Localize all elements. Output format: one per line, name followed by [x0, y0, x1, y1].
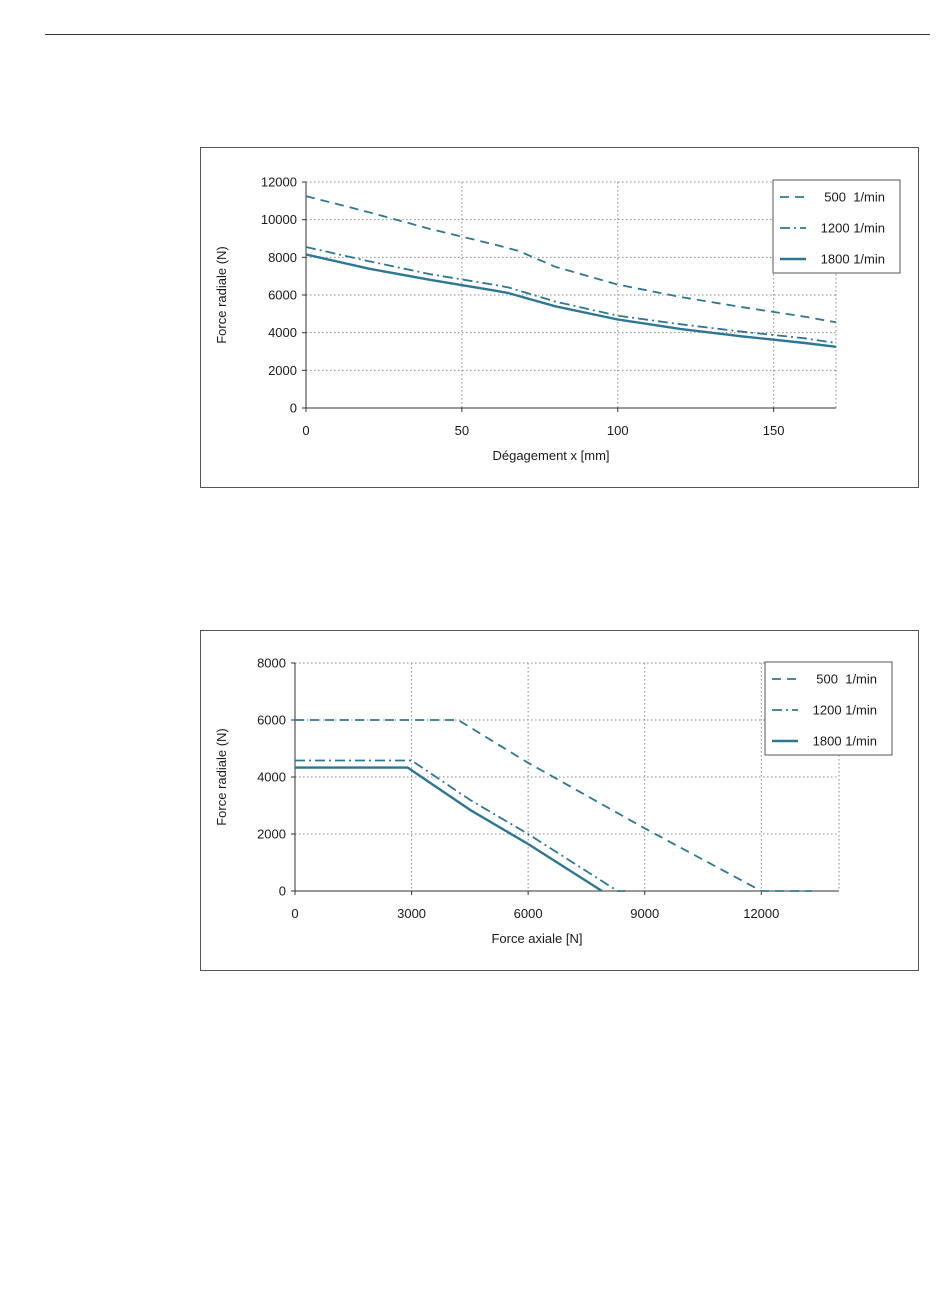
series-line-3	[295, 766, 603, 893]
y-tick-label: 10000	[261, 212, 297, 227]
x-tick-label: 12000	[743, 906, 779, 921]
chart-clearance: 0 2000 4000 6000 8000 10000 12000 0 50 100 150 Déga…	[214, 175, 901, 463]
x-tick-label: 0	[302, 423, 309, 438]
y-tick-label: 6000	[268, 288, 297, 303]
y-tick-label: 8000	[268, 250, 297, 265]
x-tick-label: 9000	[630, 906, 659, 921]
series-line-2	[305, 246, 837, 344]
y-tick-label: 0	[290, 401, 297, 416]
legend-label-3: 1800 1/min	[821, 252, 885, 267]
legend-label-2: 1200 1/min	[813, 703, 877, 718]
y-tick-label: 0	[279, 884, 286, 899]
x-tick-label: 150	[763, 423, 785, 438]
y-tick-label: 6000	[257, 713, 286, 728]
legend-box	[772, 179, 901, 274]
series-line-1	[295, 719, 812, 892]
x-axis-label: Force axiale [N]	[491, 931, 582, 946]
y-tick-label: 2000	[257, 827, 286, 842]
y-tick-label: 8000	[257, 656, 286, 671]
x-tick-label: 3000	[397, 906, 426, 921]
x-tick-label: 6000	[514, 906, 543, 921]
series-line-2	[295, 759, 626, 892]
y-tick-label: 4000	[268, 325, 297, 340]
legend: 500 1/min 1200 1/min 1800 1/min	[764, 661, 893, 756]
y-tick-label: 12000	[261, 175, 297, 190]
series-line-1	[305, 195, 837, 324]
y-tick-label: 4000	[257, 770, 286, 785]
y-axis-label: Force radiale (N)	[214, 246, 229, 344]
legend-box	[764, 661, 893, 756]
x-tick-label: 0	[291, 906, 298, 921]
legend: 500 1/min 1200 1/min 1800 1/min	[772, 179, 901, 274]
top-rule	[45, 34, 930, 35]
legend-label-3: 1800 1/min	[813, 734, 877, 749]
series-line-3	[305, 253, 837, 348]
x-tick-label: 100	[607, 423, 629, 438]
y-axis-label: Force radiale (N)	[214, 728, 229, 826]
x-tick-label: 50	[455, 423, 469, 438]
x-axis-label: Dégagement x [mm]	[492, 448, 609, 463]
legend-label-2: 1200 1/min	[821, 221, 885, 236]
legend-label-1: 500 1/min	[816, 672, 877, 687]
y-tick-label: 2000	[268, 363, 297, 378]
chart-axial: 0 2000 4000 6000 8000 0 3000 6000 9000 12000 Force…	[214, 656, 893, 946]
legend-label-1: 500 1/min	[824, 190, 885, 205]
